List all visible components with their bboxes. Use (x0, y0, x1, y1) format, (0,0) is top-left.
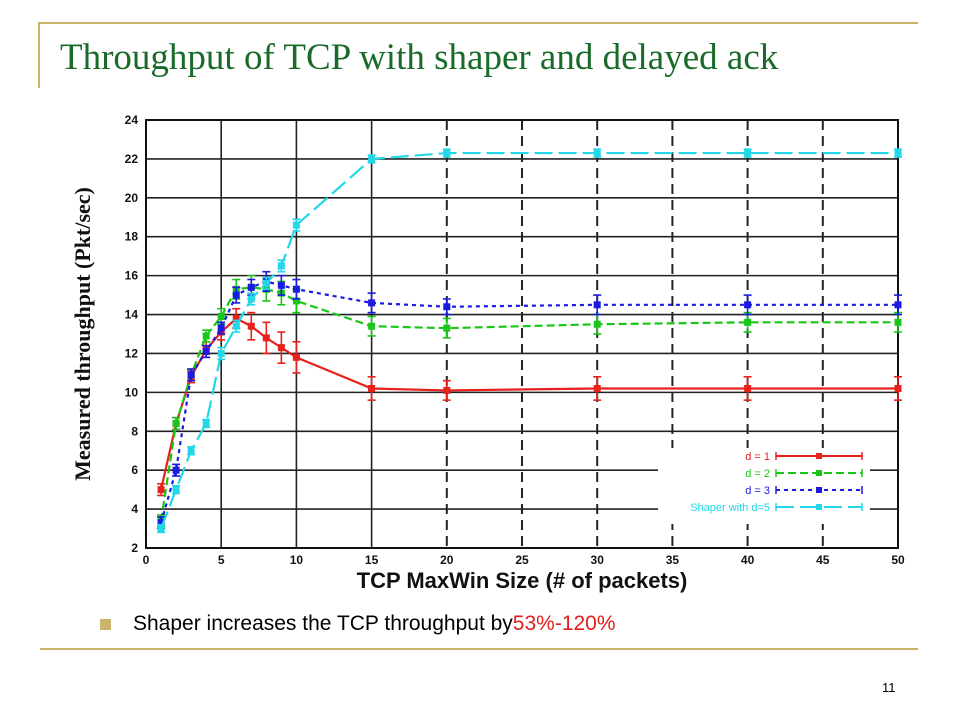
legend-label: d = 1 (745, 451, 770, 463)
data-point (368, 299, 376, 307)
plot-frame (145, 119, 899, 549)
bullet-text: Shaper increases the TCP throughput by (133, 612, 513, 635)
legend-label: d = 3 (745, 485, 770, 497)
y-axis-label: Measured throughput (Pkt/sec) (70, 187, 95, 481)
data-point (368, 155, 376, 163)
data-point (292, 221, 300, 229)
data-point (262, 334, 270, 342)
data-point (277, 344, 285, 352)
data-point (172, 486, 180, 494)
y-tick-label: 14 (125, 308, 139, 322)
data-point (593, 384, 601, 392)
x-tick-label: 45 (816, 553, 830, 567)
y-tick-label: 24 (125, 113, 139, 127)
data-point (232, 322, 240, 330)
y-tick-label: 12 (125, 346, 139, 360)
data-point (202, 332, 210, 340)
data-point (172, 419, 180, 427)
y-tick-label: 20 (125, 191, 139, 205)
x-tick-label: 10 (290, 553, 304, 567)
data-point (443, 386, 451, 394)
data-point (894, 301, 902, 309)
data-point (187, 371, 195, 379)
data-point (217, 349, 225, 357)
data-point (157, 525, 165, 533)
data-point (443, 324, 451, 332)
y-tick-label: 2 (131, 541, 138, 555)
x-tick-label: 15 (365, 553, 379, 567)
data-point (368, 322, 376, 330)
data-point (443, 149, 451, 157)
slide-title: Throughput of TCP with shaper and delaye… (60, 37, 779, 78)
data-point (277, 281, 285, 289)
data-point (593, 301, 601, 309)
data-point (217, 324, 225, 332)
bullet-item: Shaper increases the TCP throughput by 5… (100, 612, 616, 636)
x-axis-label: TCP MaxWin Size (# of packets) (357, 568, 688, 593)
data-point (894, 318, 902, 326)
bullet-highlight: 53%-120% (512, 612, 616, 635)
data-point (593, 320, 601, 328)
data-point (247, 283, 255, 291)
data-point (744, 301, 752, 309)
y-tick-label: 22 (125, 152, 139, 166)
legend-marker (816, 487, 822, 493)
legend-label: Shaper with d=5 (690, 502, 770, 514)
legend-marker (816, 470, 822, 476)
top-rule (40, 22, 918, 24)
data-point (894, 149, 902, 157)
bottom-rule (40, 648, 918, 650)
x-tick-label: 0 (143, 553, 150, 567)
x-tick-label: 20 (440, 553, 454, 567)
legend-label: d = 2 (745, 468, 770, 480)
data-point (744, 384, 752, 392)
data-point (368, 384, 376, 392)
bullet-square-icon (100, 618, 111, 630)
data-point (292, 353, 300, 361)
data-point (157, 486, 165, 494)
data-point (593, 149, 601, 157)
data-point (232, 314, 240, 322)
data-point (277, 262, 285, 270)
data-point (744, 318, 752, 326)
y-tick-label: 6 (131, 463, 138, 477)
page-number: 11 (882, 680, 896, 695)
data-point (443, 303, 451, 311)
throughput-chart: 2 4 6 8 10 12 14 16 18 20 22 24 0 5 10 15 20 25 30 35 40 45 50… (60, 100, 920, 605)
legend-marker (816, 504, 822, 510)
data-point (232, 291, 240, 299)
series-line-3 (159, 280, 898, 524)
y-tick-label: 8 (131, 424, 138, 438)
data-point (744, 149, 752, 157)
data-point (292, 285, 300, 293)
data-point (217, 312, 225, 320)
data-point (157, 519, 165, 527)
data-point (247, 295, 255, 303)
x-tick-label: 50 (891, 553, 905, 567)
y-tick-label: 18 (125, 230, 139, 244)
legend-marker (816, 453, 822, 459)
data-point (894, 384, 902, 392)
y-tick-label: 16 (125, 269, 139, 283)
data-point (172, 466, 180, 474)
x-tick-label: 5 (218, 553, 225, 567)
data-point (202, 419, 210, 427)
data-point (292, 297, 300, 305)
y-tick-label: 10 (125, 385, 139, 399)
y-tick-label: 4 (131, 502, 138, 516)
left-rule (38, 22, 40, 88)
data-point (187, 447, 195, 455)
x-tick-label: 35 (666, 553, 680, 567)
data-point (202, 348, 210, 356)
data-point (247, 322, 255, 330)
x-tick-label: 25 (515, 553, 529, 567)
legend-box (658, 448, 870, 524)
x-tick-label: 40 (741, 553, 755, 567)
x-tick-label: 30 (591, 553, 605, 567)
data-point (262, 279, 270, 287)
